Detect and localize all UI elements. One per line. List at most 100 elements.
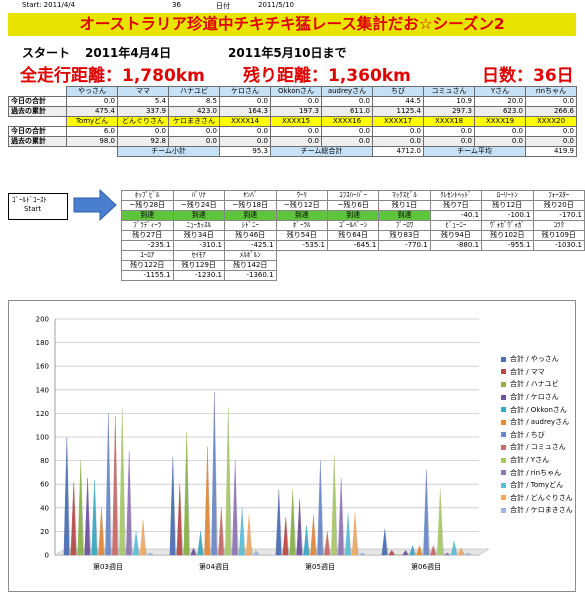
bar-shade <box>426 470 431 555</box>
checkpoint-line: ﾕｰﾛｱ ｾｲﾓｱ ﾒﾙﾎﾞﾙﾝ <box>121 250 585 261</box>
empty-cell <box>430 271 481 281</box>
distance-cell: 475.4 <box>66 106 118 117</box>
checkpoint-days-left: ~残り12日 <box>275 200 328 211</box>
checkpoint-line: ﾌﾞﾗﾃﾞｨｰﾗ ﾆｭｰｶｯｽﾙ ｼﾄﾞﾆｰ ﾎﾞｰﾗﾙ ｺﾞｰﾙﾊﾞｰﾝ ﾌﾞｰﾛﾜ ﾋﾞ… <box>121 220 585 231</box>
bar-shade <box>249 514 253 555</box>
empty-cell <box>9 147 67 157</box>
bar-mark <box>464 552 471 556</box>
sheet-title-banner: オーストラリア珍道中チキチキ猛レース集計だお☆シーズン2 <box>8 13 576 36</box>
checkpoint-line: -235.1 -310.1 -425.1 -535.1 -645.1 -770.1 -880… <box>121 240 585 251</box>
legend-label: 合計 / ママ <box>510 367 545 376</box>
distance-cell: 44.5 <box>372 96 424 107</box>
bar-mark <box>63 436 70 556</box>
bar-shade <box>73 481 78 555</box>
chart-canvas: 0 20 40 60 80 100 120 140 160 180 200 第03週目 第04週目 第05… <box>36 316 490 571</box>
total-distance: 全走行距離：1,780km <box>20 66 205 86</box>
bar-mark <box>331 454 337 556</box>
checkpoint-reached-badge: 到達 <box>224 210 277 221</box>
team-average-label: チーム平均 <box>423 146 526 157</box>
chart-floor <box>54 548 490 556</box>
distance-cell: 0.0 <box>423 126 475 137</box>
checkpoint-name: ｺﾌｽﾊｰﾊﾞｰ <box>326 190 380 201</box>
days-meta: 36 <box>172 1 181 9</box>
bar-shade <box>440 488 444 555</box>
bar-shade <box>200 531 205 555</box>
bar-mark <box>84 478 91 556</box>
bar-mark <box>344 513 351 556</box>
bar-shade <box>115 415 120 555</box>
checkpoint-remaining-km: -880.1 <box>429 240 483 251</box>
checkpoint-days-left: 残り122日 <box>121 260 174 271</box>
member-header-cell: ケロさん <box>219 86 271 97</box>
checkpoint-name: ｺﾞｰﾙﾊﾞｰﾝ <box>326 220 380 231</box>
checkpoint-days-left: 残り1日 <box>378 200 431 211</box>
bar-mark <box>146 552 153 556</box>
checkpoint-line: ﾎｯﾌﾟﾋﾞﾙ ﾊﾞﾘﾅ ﾔﾝﾊﾞ ｳｰﾘ ｺﾌｽﾊｰﾊﾞｰ ﾏｯｸｽﾋﾞﾙ ｸﾚｾﾝﾄﾍｯ… <box>121 190 585 201</box>
y-tick-label: 180 <box>36 339 49 347</box>
checkpoint-name: ｸﾚｾﾝﾄﾍｯﾄﾞ <box>429 190 483 201</box>
bar-mark <box>70 481 77 556</box>
legend-label: 合計 / Tomyどん <box>510 481 564 490</box>
distance-cell: 0.0 <box>525 136 577 147</box>
bar-mark <box>457 547 464 556</box>
checkpoint-days-left: 残り7日 <box>429 200 483 211</box>
bar-mark <box>310 514 316 556</box>
bar-shade <box>348 513 352 555</box>
y-tick-label: 20 <box>40 528 49 536</box>
cumulative-total-row: 過去の累計 475.4 337.9 423.0 164.3 197.3 611.0 1125.… <box>8 106 577 117</box>
bar-shade <box>412 545 417 555</box>
checkpoint-days-left: 残り64日 <box>326 230 380 241</box>
weekly-distance-chart: 0 20 40 60 80 100 120 140 160 180 200 第03週目 第04週目 第05… <box>8 300 576 592</box>
empty-cell <box>67 147 118 157</box>
bar-shade <box>461 547 465 555</box>
distance-cell: 197.3 <box>270 106 322 117</box>
bar-shade <box>454 540 458 555</box>
bar-shade <box>143 519 147 555</box>
bar-shade <box>122 408 126 555</box>
checkpoint-days-left: 残り109日 <box>532 230 585 241</box>
empty-cell <box>533 261 585 271</box>
checkpoint-name: ｳｰﾘ <box>275 190 328 201</box>
empty-cell <box>328 261 379 271</box>
bar-mark <box>275 490 282 556</box>
checkpoint-days-left: ~残り18日 <box>224 200 277 211</box>
row-label <box>9 87 67 97</box>
legend-swatch <box>501 470 506 476</box>
bar-shade <box>149 552 154 555</box>
bar-shade <box>355 512 359 555</box>
checkpoint-name: ﾛｰﾘｰﾄﾝ <box>481 190 534 201</box>
bar-shade <box>398 554 403 555</box>
member-header-cell: ママ <box>117 86 169 97</box>
bar-mark <box>112 415 118 556</box>
legend-label: 合計 / コミュさん <box>510 443 566 452</box>
checkpoint-days-left: 残り27日 <box>121 230 174 241</box>
bar-shade <box>221 507 226 555</box>
legend-item: 合計 / どんぐりさん <box>501 492 573 505</box>
x-tick-label: 第03週目 <box>93 562 123 571</box>
empty-cell <box>328 271 379 281</box>
bar-shade <box>306 525 311 555</box>
legend-label: 合計 / ハナユビ <box>510 380 559 389</box>
legend-label: 合計 / audreyさん <box>510 418 570 427</box>
y-tick-label: 40 <box>40 504 49 512</box>
distance-cell: 0.0 <box>219 96 271 107</box>
checkpoint-name: ﾎﾞｰﾗﾙ <box>275 220 328 231</box>
bar-shade <box>129 451 133 555</box>
date-label-meta: 日付 <box>216 2 230 10</box>
bar-shade <box>419 545 424 555</box>
checkpoint-name: ﾎｯﾌﾟﾋﾞﾙ <box>121 190 174 201</box>
checkpoint-name: ｼﾄﾞﾆｰ <box>224 220 277 231</box>
checkpoint-reached-badge: 到達 <box>275 210 328 221</box>
empty-cell <box>379 271 430 281</box>
checkpoint-days-left: ~残り24日 <box>172 200 225 211</box>
legend-item: 合計 / Tomyどん <box>501 479 573 492</box>
member-header-row: やっさん ママ ハナユビ ケロさん Okkonさん audreyさん ちび コミュさん Yさん r… <box>9 86 577 97</box>
checkpoint-name: ﾕｰﾛｱ <box>121 250 174 261</box>
bar-shade <box>87 478 92 555</box>
checkpoint-reached-badge: 到達 <box>121 210 174 221</box>
today-total-row: 今日の合計 0.0 5.4 8.5 0.0 0.0 0.0 44.5 10.9 20.0 0.0 <box>8 96 577 107</box>
empty-cell <box>430 261 481 271</box>
checkpoint-days-left: 残り12日 <box>481 200 534 211</box>
legend-swatch <box>501 432 506 438</box>
checkpoint-remaining-km: -425.1 <box>224 240 277 251</box>
